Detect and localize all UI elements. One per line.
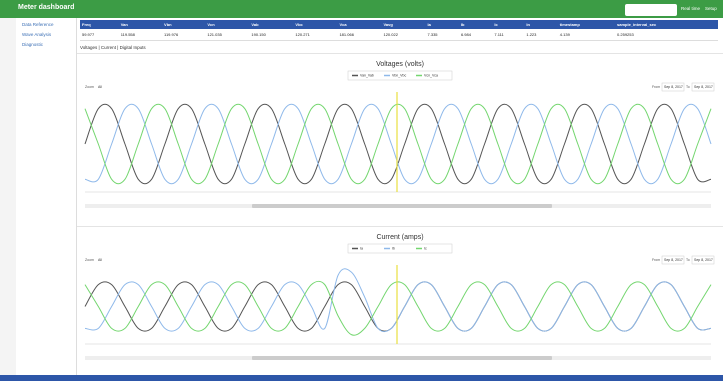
legend-box	[347, 70, 453, 81]
sidebar-link[interactable]: Data Reference	[22, 22, 54, 27]
column-header: Freq	[80, 20, 119, 29]
bottom-bar	[0, 375, 723, 381]
range-to: To	[686, 258, 690, 262]
top-bar: Meter dashboard Real time Setup	[0, 0, 723, 18]
date-from: Sep 8, 2017	[664, 258, 683, 262]
table-cell: 4.139	[557, 29, 616, 41]
zoom-label: Zoom	[85, 85, 94, 89]
table-cell: 181.066	[337, 29, 382, 41]
date-input	[691, 82, 715, 92]
tabs[interactable]: Voltages | Current | Digital Inputs	[80, 45, 146, 50]
table-cell: 0.259253	[615, 29, 718, 41]
chart: Current (amps) Ia Ib Ic Zoom All From Sep 8, 20…	[84, 234, 715, 360]
date-input	[691, 255, 715, 265]
table-cell: 119.976	[162, 29, 206, 41]
column-header: Ic	[492, 20, 525, 29]
column-header: timestamp	[557, 20, 616, 29]
table-cell: 120.271	[293, 29, 338, 41]
series-line	[84, 268, 712, 333]
table-cell: 1.223	[524, 29, 558, 41]
column-header: Vavg	[381, 20, 426, 29]
range-from: From	[652, 258, 660, 262]
table-cell: 7.111	[492, 29, 525, 41]
column-header: Vcn	[205, 20, 250, 29]
series-line	[84, 103, 712, 185]
chart-panel: Current (amps) Ia Ib Ic Zoom All From Sep 8, 20…	[77, 226, 723, 376]
scrollbar-thumb[interactable]	[252, 356, 552, 360]
range-from: From	[652, 85, 660, 89]
legend-label: Ic	[424, 247, 427, 251]
column-header: Vbc	[293, 20, 338, 29]
table-cell: 120.022	[381, 29, 426, 41]
search-box[interactable]	[625, 4, 677, 16]
app-title: Meter dashboard	[18, 4, 75, 11]
date-to: Sep 8, 2017	[694, 85, 713, 89]
chart-title: Current (amps)	[376, 234, 423, 241]
table-cell: 121.035	[205, 29, 250, 41]
table-cell: 190.150	[249, 29, 294, 41]
readings-table: Freq Van Vbn Vcn Vab Vbc Vca Vavg Ia Ib Ic In timest…	[80, 20, 718, 41]
date-to: Sep 8, 2017	[694, 258, 713, 262]
column-header: In	[524, 20, 558, 29]
sidebar-link[interactable]: Diagnostic	[22, 42, 44, 47]
nav-link[interactable]: Real time	[681, 6, 701, 11]
table-row: 59.977 119.558 119.976 121.035 190.150 120.27…	[80, 29, 718, 41]
series-line	[84, 280, 712, 336]
main: Freq Van Vbn Vcn Vab Vbc Vca Vavg Ia Ib Ic In timest…	[77, 18, 723, 376]
date-input	[661, 82, 685, 92]
table-cell: 59.977	[80, 29, 119, 41]
series-line	[84, 281, 712, 332]
legend-label: Ib	[392, 247, 395, 251]
series-line	[84, 103, 712, 185]
legend-label: Vbn_Vbc	[392, 74, 406, 78]
zoom-label: Zoom	[85, 258, 94, 262]
zoom-all[interactable]: All	[98, 85, 102, 89]
legend-label: Vcn_Vca	[424, 74, 438, 78]
chart-panel: Voltages (volts) Van_Vab Vbn_Vbc Vcn_Vca Zoo…	[77, 53, 723, 224]
table-cell: 119.558	[118, 29, 163, 41]
column-header: sample_interval_sec	[615, 20, 718, 29]
column-header: Vbn	[162, 20, 206, 29]
column-header: Vca	[337, 20, 382, 29]
date-input	[661, 255, 685, 265]
series-line	[84, 103, 712, 185]
range-to: To	[686, 85, 690, 89]
legend-label: Van_Vab	[360, 74, 374, 78]
column-header: Ib	[458, 20, 493, 29]
sidebar: Data Reference Wave Analysis Diagnostic	[16, 18, 77, 375]
column-header: Van	[118, 20, 163, 29]
column-header: Ia	[425, 20, 459, 29]
table-cell: 6.984	[458, 29, 493, 41]
sidebar-link[interactable]: Wave Analysis	[22, 32, 52, 37]
legend-label: Ia	[360, 247, 363, 251]
chart: Voltages (volts) Van_Vab Vbn_Vbc Vcn_Vca Zoo…	[84, 61, 715, 208]
legend-box	[347, 243, 453, 254]
chart-title: Voltages (volts)	[376, 61, 424, 68]
date-from: Sep 8, 2017	[664, 85, 683, 89]
scrollbar-thumb[interactable]	[252, 204, 552, 208]
nav-link[interactable]: Setup	[705, 6, 717, 11]
zoom-all[interactable]: All	[98, 258, 102, 262]
table-cell: 7.335	[425, 29, 459, 41]
column-header: Vab	[249, 20, 294, 29]
